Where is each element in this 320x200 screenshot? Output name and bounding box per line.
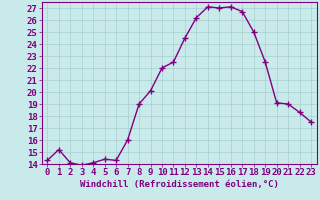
X-axis label: Windchill (Refroidissement éolien,°C): Windchill (Refroidissement éolien,°C) <box>80 180 279 189</box>
